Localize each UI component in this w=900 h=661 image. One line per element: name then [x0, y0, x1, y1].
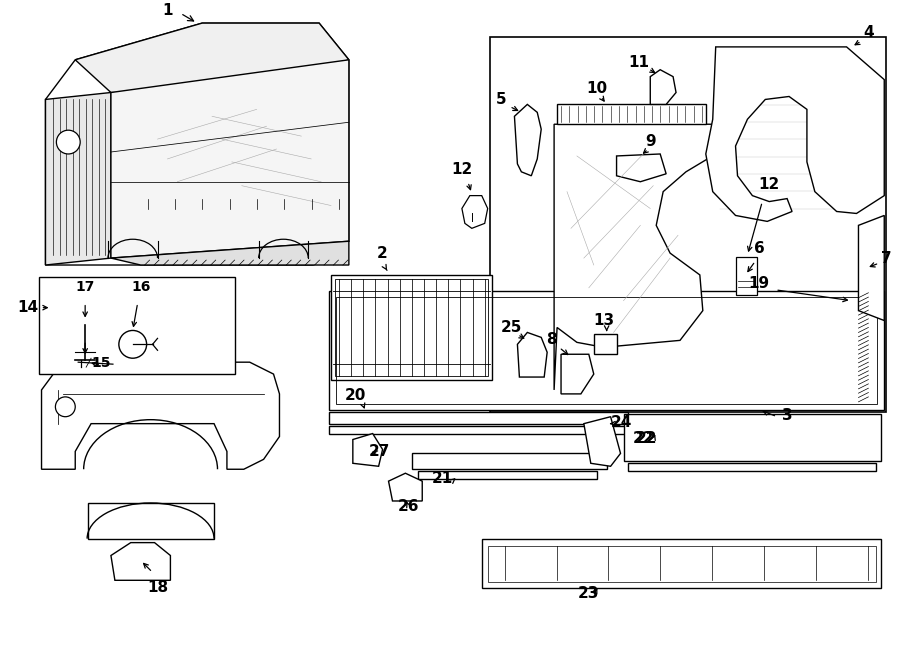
Text: 10: 10 — [586, 81, 608, 95]
Text: 26: 26 — [398, 499, 419, 514]
Polygon shape — [111, 543, 170, 580]
Polygon shape — [594, 334, 616, 354]
Circle shape — [57, 130, 80, 154]
Polygon shape — [624, 414, 881, 461]
Text: 22: 22 — [635, 432, 657, 446]
Text: 5: 5 — [496, 93, 507, 107]
Polygon shape — [616, 154, 666, 182]
Text: 4: 4 — [863, 25, 874, 40]
Polygon shape — [46, 23, 349, 265]
Bar — [39, 277, 235, 374]
Text: 14: 14 — [17, 300, 39, 315]
Polygon shape — [462, 196, 488, 228]
Text: 21: 21 — [431, 471, 453, 486]
Polygon shape — [418, 471, 597, 479]
Text: 16: 16 — [131, 280, 150, 293]
Polygon shape — [412, 453, 607, 469]
Text: 1: 1 — [162, 3, 173, 18]
Text: 18: 18 — [147, 580, 168, 596]
Text: 22: 22 — [633, 432, 654, 446]
Polygon shape — [331, 275, 491, 380]
Text: 6: 6 — [754, 241, 765, 256]
Text: 27: 27 — [369, 444, 390, 459]
Polygon shape — [554, 124, 716, 390]
Polygon shape — [488, 545, 877, 582]
Text: 17: 17 — [76, 280, 94, 293]
Text: 3: 3 — [782, 408, 792, 422]
Polygon shape — [584, 416, 620, 466]
Polygon shape — [111, 59, 349, 258]
Polygon shape — [518, 332, 547, 377]
Text: 12: 12 — [451, 162, 472, 176]
Polygon shape — [557, 104, 706, 124]
Bar — [735, 257, 757, 295]
Polygon shape — [628, 463, 877, 471]
Text: 9: 9 — [645, 134, 655, 149]
Polygon shape — [329, 426, 628, 434]
Bar — [336, 297, 878, 404]
Polygon shape — [859, 215, 885, 321]
Text: 25: 25 — [500, 321, 522, 335]
Text: 7: 7 — [881, 251, 892, 266]
Text: 8: 8 — [545, 332, 556, 347]
Text: 24: 24 — [610, 414, 632, 430]
Polygon shape — [76, 23, 349, 93]
Polygon shape — [561, 354, 594, 394]
Text: 20: 20 — [345, 388, 366, 403]
Polygon shape — [389, 473, 422, 501]
Text: 13: 13 — [593, 313, 614, 327]
Circle shape — [119, 330, 147, 358]
Polygon shape — [111, 241, 349, 265]
Polygon shape — [515, 104, 541, 176]
Polygon shape — [41, 362, 280, 469]
Polygon shape — [482, 539, 881, 588]
Polygon shape — [651, 69, 676, 104]
Polygon shape — [706, 47, 885, 221]
Text: 2: 2 — [377, 246, 388, 261]
Polygon shape — [46, 93, 111, 265]
Text: 11: 11 — [628, 55, 649, 69]
Bar — [335, 279, 488, 376]
Polygon shape — [329, 412, 628, 424]
Bar — [490, 37, 886, 412]
Polygon shape — [353, 434, 382, 466]
Text: 23: 23 — [578, 586, 599, 601]
Polygon shape — [88, 503, 214, 539]
Circle shape — [56, 397, 76, 416]
Text: 12: 12 — [759, 176, 780, 192]
Text: 19: 19 — [749, 276, 770, 291]
Text: 15: 15 — [91, 356, 111, 370]
Polygon shape — [329, 291, 885, 410]
